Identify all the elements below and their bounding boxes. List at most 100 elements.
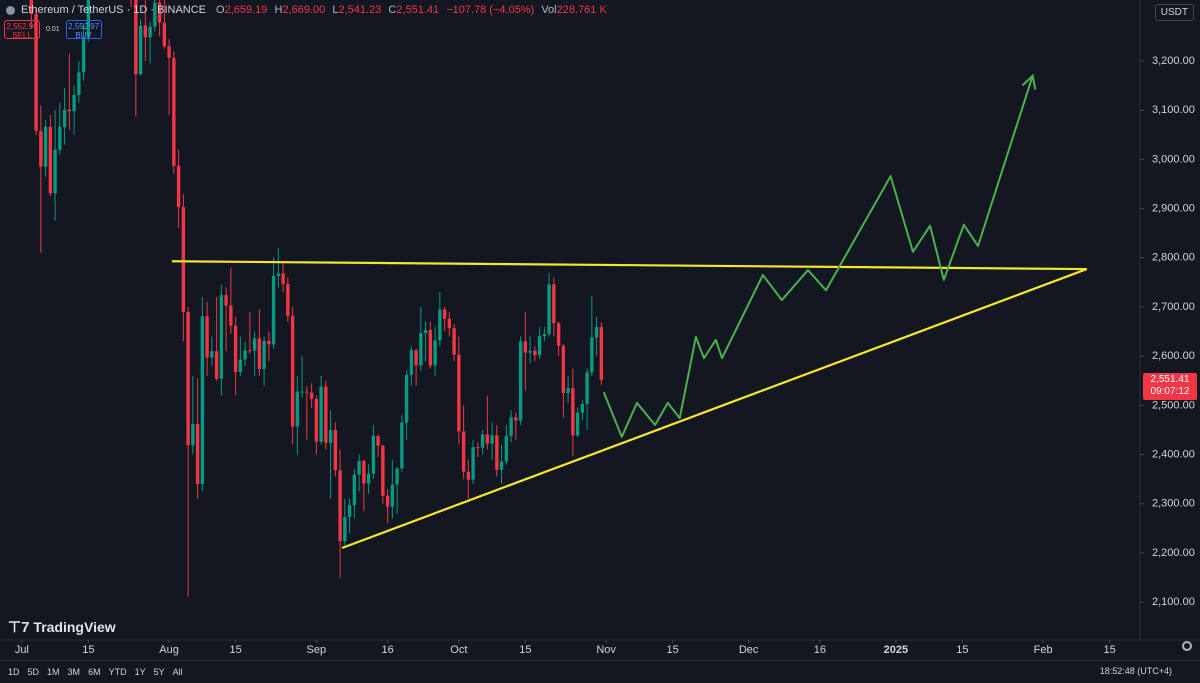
range-button[interactable]: All [172, 667, 183, 677]
candle-body [362, 460, 366, 484]
candle-body [167, 46, 171, 59]
y-tick-label: 2,800.00 [1152, 252, 1195, 264]
buy-button[interactable]: 2,552.97 BUY [65, 20, 102, 40]
range-button[interactable]: 5Y [153, 667, 165, 677]
candle-body [186, 311, 190, 446]
x-tick-label: Dec [739, 644, 759, 656]
x-tick-label: Jul [15, 644, 29, 656]
buy-label: BUY [75, 31, 92, 40]
candle-body [77, 72, 81, 95]
range-button[interactable]: 6M [88, 667, 101, 677]
candle-body [585, 372, 589, 404]
candle-body [219, 295, 224, 379]
candle-body [476, 447, 480, 449]
candle-body [267, 340, 271, 345]
candle-body [457, 354, 461, 432]
x-tick-label: Oct [450, 644, 467, 656]
candle-body [243, 350, 247, 360]
candle-body [214, 351, 219, 379]
candle-body [62, 109, 67, 127]
ohlc-key: H [274, 4, 283, 16]
buy-price: 2,552.97 [68, 22, 100, 31]
candle-body [419, 333, 423, 366]
y-tick-label: 2,700.00 [1152, 301, 1195, 313]
projection-path [602, 75, 1034, 438]
candle-body [138, 25, 143, 75]
candle-body [428, 330, 433, 366]
currency-button[interactable]: USDT [1154, 4, 1194, 21]
candle-body [490, 435, 494, 444]
x-tick-label: 15 [229, 644, 241, 656]
ohlc-value: 2,551.41 [396, 4, 440, 16]
x-tick-label: 15 [82, 644, 94, 656]
x-tick-label: 16 [381, 644, 393, 656]
candle-body [153, 2, 157, 27]
candle-body [480, 434, 485, 448]
candle-body [67, 109, 72, 112]
sell-button[interactable]: 2,552.96 SELL [4, 20, 40, 40]
y-tick-label: 2,600.00 [1152, 350, 1195, 362]
candle-body [433, 340, 437, 366]
candle-body [238, 359, 243, 372]
candle-body [357, 460, 361, 475]
candle-body [262, 340, 266, 369]
settings-button[interactable] [1182, 641, 1192, 651]
candle-body [547, 284, 551, 335]
candle-body [561, 345, 566, 394]
range-button[interactable]: YTD [108, 667, 127, 677]
candle-body [162, 22, 167, 47]
candle-body [438, 309, 442, 341]
candle-body [328, 429, 333, 443]
candle-body [352, 474, 357, 506]
symbol[interactable]: Ethereum / TetherUS · 1D · BINANCE [21, 4, 207, 16]
candle-body [495, 435, 499, 470]
x-tick-label: 15 [519, 644, 531, 656]
range-button[interactable]: 5D [27, 667, 40, 677]
candle-body [210, 351, 214, 358]
candle-body [271, 275, 276, 345]
y-tick-label: 2,200.00 [1152, 547, 1195, 559]
range-button[interactable]: 1M [47, 667, 60, 677]
candle-body [181, 207, 186, 312]
x-tick-label: 15 [666, 644, 678, 656]
ohlc: O2,659.19 H2,669.00 L2,541.23 C2,551.41 … [212, 4, 607, 16]
candle-body [571, 388, 575, 436]
y-tick-label: 3,200.00 [1152, 55, 1195, 67]
candle-body [442, 309, 447, 319]
volume-key: Vol [541, 4, 557, 16]
last-price-label: 2,551.41 09:07:12 [1143, 373, 1197, 401]
x-tick-label: Sep [307, 644, 327, 656]
candle-body [590, 337, 594, 373]
candle-body [552, 284, 556, 324]
candle-body [29, 0, 34, 14]
ohlc-value: 2,669.00 [282, 4, 326, 16]
y-tick-label: 2,500.00 [1152, 399, 1195, 411]
candle-body [286, 283, 290, 316]
candle-body [471, 447, 475, 480]
candle-body [509, 417, 513, 436]
candle-body [314, 398, 319, 442]
candle-body [290, 315, 295, 427]
range-button[interactable]: 3M [67, 667, 81, 677]
candle-body [252, 338, 257, 351]
candle-body [514, 417, 518, 421]
candle-body [423, 330, 428, 334]
volume-value: 228.761 K [556, 4, 607, 16]
candle-body [48, 126, 53, 194]
candle-body [319, 386, 323, 442]
candle-body [599, 327, 604, 381]
candle-body [248, 350, 252, 352]
range-button[interactable]: 1D [8, 667, 20, 677]
candle-body [134, 0, 138, 75]
candle-body [542, 334, 547, 336]
range-button[interactable]: 1Y [134, 667, 146, 677]
candle-body [157, 2, 162, 23]
trendline [341, 268, 1088, 550]
logo[interactable]: ⊤7 TradingView [8, 618, 116, 636]
candle-body [400, 422, 404, 469]
candle-body [566, 388, 570, 394]
candle-body [205, 316, 209, 358]
candle-body [86, 0, 91, 38]
